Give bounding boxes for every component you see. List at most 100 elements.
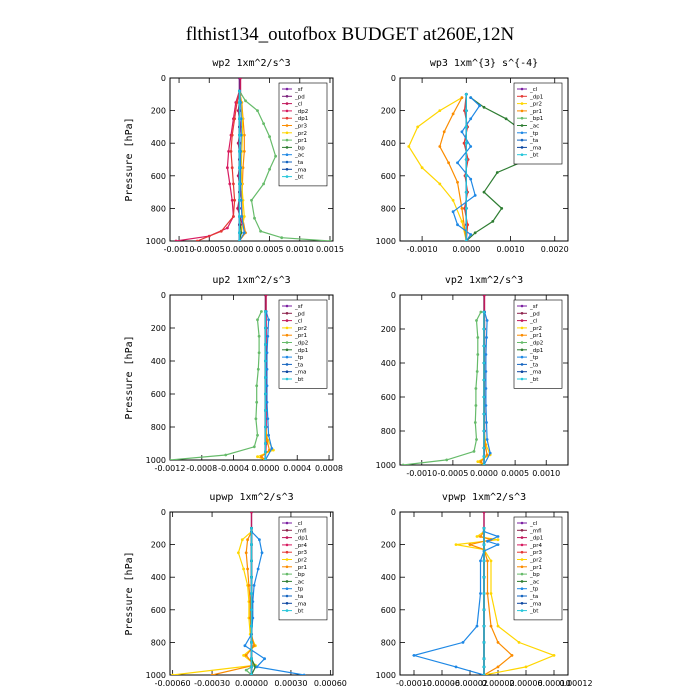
legend-label: _tp [294, 355, 304, 361]
series-group [411, 512, 556, 675]
data-point [243, 644, 247, 648]
x-tick-label: 0.0000 [225, 245, 253, 254]
data-point [482, 395, 486, 399]
data-point [264, 376, 267, 379]
data-point [462, 141, 466, 145]
legend-label: _pr3 [294, 124, 308, 130]
data-point [412, 654, 416, 657]
legend-label: _bt [529, 377, 539, 383]
data-point [238, 133, 241, 137]
data-point [468, 543, 472, 546]
legend-label: _tp [529, 131, 539, 137]
legend-label: _pr1 [294, 565, 307, 571]
data-point [264, 392, 267, 396]
data-point [495, 171, 499, 174]
data-point [270, 447, 274, 450]
data-point [451, 112, 455, 116]
data-point [482, 412, 486, 416]
data-point [482, 624, 486, 628]
data-point [246, 538, 250, 542]
legend-label: _pr3 [529, 550, 543, 556]
data-point [266, 334, 270, 338]
data-point [230, 133, 234, 137]
data-point [496, 538, 500, 542]
data-point [510, 654, 514, 657]
data-point [483, 295, 486, 297]
y-tick-label: 1000 [146, 456, 166, 465]
x-tick-label: 0.00002 [481, 679, 514, 688]
legend-marker [520, 102, 524, 105]
data-point [244, 668, 248, 672]
data-point [238, 182, 241, 186]
y-tick-label: 200 [151, 107, 166, 116]
data-point [473, 421, 477, 424]
panel-title: up2 1xm^2/s^3 [212, 275, 290, 286]
data-point [238, 239, 241, 241]
data-point [482, 575, 486, 579]
axes-frame [399, 77, 569, 242]
series-line-pr2 [172, 531, 257, 675]
legend-marker [520, 565, 524, 569]
legend-marker [520, 609, 524, 612]
x-tick-label: -0.0004 [218, 464, 249, 473]
legend-label: _sf [294, 304, 304, 310]
data-point [257, 351, 261, 355]
data-point [266, 417, 270, 421]
legend-label: _cl [529, 521, 538, 527]
data-point [473, 194, 477, 197]
data-point [407, 145, 411, 148]
legend-label: _ac [294, 153, 304, 159]
legend-marker [285, 370, 289, 374]
data-point [267, 318, 270, 322]
legend-marker [520, 319, 524, 322]
x-tick-label: -0.00006 [424, 679, 460, 688]
data-point [486, 559, 489, 563]
data-point [482, 641, 486, 644]
data-point [256, 433, 259, 437]
data-point [246, 567, 250, 571]
legend-frame [278, 299, 328, 389]
legend-marker [285, 326, 289, 330]
data-point [438, 109, 442, 112]
data-point [250, 592, 253, 595]
data-point [456, 161, 459, 165]
data-point [227, 150, 231, 153]
data-point [485, 421, 488, 424]
legend-label: _pr2 [294, 558, 307, 564]
data-point [476, 353, 480, 356]
legend-marker [285, 377, 289, 381]
data-point [250, 673, 253, 675]
x-tick-label: 0.00006 [509, 679, 542, 688]
legend-marker [520, 594, 524, 598]
x-tick-label: -0.0005 [437, 469, 468, 478]
legend-label: _pr1 [294, 333, 307, 339]
legend-marker [285, 160, 289, 164]
data-point [233, 117, 237, 121]
data-point [274, 154, 277, 158]
data-point [242, 215, 246, 218]
data-point [454, 665, 458, 669]
legend-marker [520, 529, 524, 532]
legend-label: _dp1 [529, 536, 543, 542]
data-point [259, 229, 262, 233]
data-point [479, 310, 483, 314]
data-point [219, 229, 223, 233]
data-point [464, 141, 468, 145]
legend-label: _ma [294, 167, 306, 173]
legend-marker [285, 138, 289, 142]
legend-marker [285, 521, 289, 525]
data-point [258, 538, 261, 542]
data-point [250, 526, 253, 530]
data-point [236, 207, 240, 210]
data-point [464, 109, 468, 112]
y-tick-label: 200 [381, 325, 396, 334]
legend: _sf_pd _cl_pr2_pr1 _dp2_dp1_tp_ta _ma_bt [513, 299, 563, 389]
legend-label: _tp [529, 355, 539, 361]
legend-marker [285, 529, 289, 532]
data-point [475, 535, 479, 538]
legend-marker [285, 587, 289, 590]
legend-label: _pr4 [529, 543, 543, 549]
data-point [460, 130, 464, 134]
legend-marker [285, 153, 289, 156]
data-point [238, 215, 241, 218]
